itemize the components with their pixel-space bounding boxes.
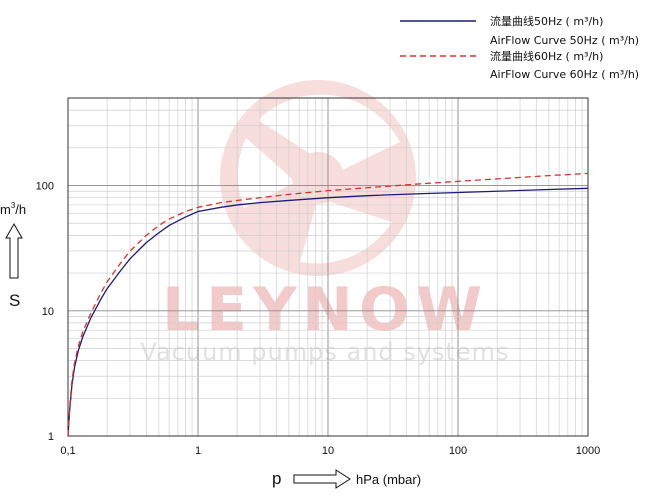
y-arrow-icon [5, 222, 23, 279]
watermark-logo-icon [220, 80, 416, 276]
y-tick-label: 100 [36, 181, 54, 193]
watermark-tagline: Vacuum pumps and systems [140, 338, 509, 366]
y-axis-symbol: S [9, 291, 20, 310]
x-tick-label: 0,1 [60, 445, 75, 457]
x-tick-label: 100 [449, 445, 467, 457]
grid [68, 98, 588, 436]
y-unit-base: m [0, 202, 11, 217]
y-unit-tail: /h [15, 202, 26, 217]
x-axis-unit: hPa (mbar) [356, 472, 421, 487]
series-line-0 [67, 187, 589, 437]
y-axis-unit: m3/h [0, 201, 26, 217]
x-axis-label: p hPa (mbar) [272, 469, 421, 489]
legend-label-60hz: 流量曲线60Hz ( m³/h) [490, 49, 603, 63]
y-tick-label: 1 [48, 431, 54, 443]
legend: 流量曲线50Hz ( m³/h) AirFlow Curve 50Hz ( m³… [400, 14, 639, 81]
series-line-1 [67, 172, 589, 437]
x-axis-symbol: p [272, 469, 281, 488]
x-tick-label: 10 [322, 445, 334, 457]
y-unit-exp: 3 [11, 201, 16, 210]
x-tick-label: 1 [195, 445, 201, 457]
y-axis-label: m3/h S [0, 201, 26, 310]
legend-sublabel-50hz: AirFlow Curve 50Hz ( m³/h) [490, 34, 639, 47]
legend-sublabel-60hz: AirFlow Curve 60Hz ( m³/h) [490, 68, 639, 81]
plot-frame [67, 97, 589, 437]
watermark-brand: LEYNOW [162, 275, 488, 345]
y-tick-label: 10 [42, 306, 54, 318]
x-tick-label: 1000 [576, 445, 600, 457]
tick-labels: 0,1 1 10 100 1000 1 10 100 [36, 181, 601, 457]
legend-label-50hz: 流量曲线50Hz ( m³/h) [490, 14, 603, 28]
x-arrow-icon [293, 469, 351, 489]
series-layer [67, 172, 589, 437]
